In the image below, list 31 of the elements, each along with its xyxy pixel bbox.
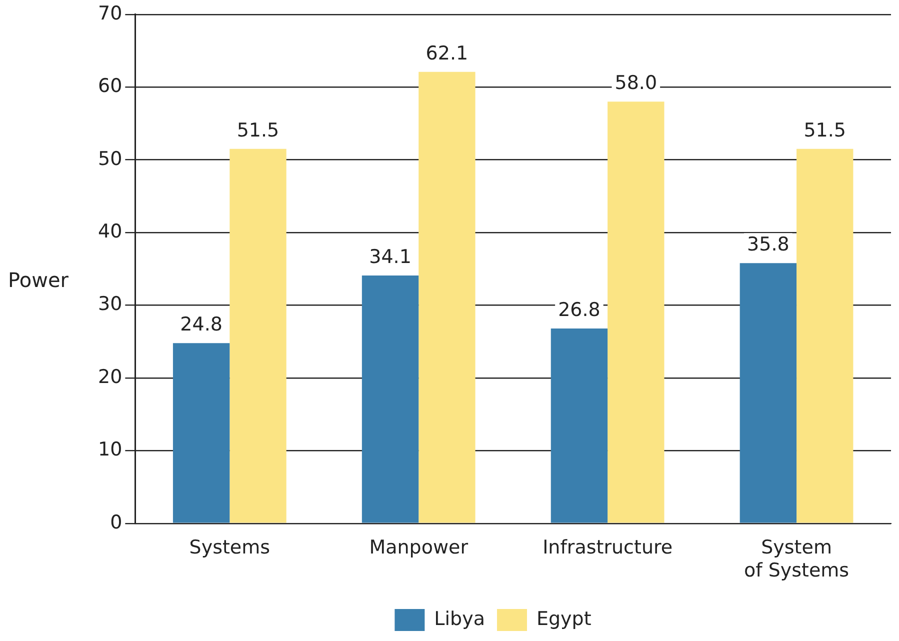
y-tick-label: 30 [98, 293, 122, 316]
y-tick-label: 60 [98, 75, 122, 98]
y-axis-title: Power [8, 268, 68, 292]
x-tick-label: Manpower [369, 536, 468, 559]
data-label: 34.1 [369, 246, 412, 268]
data-label: 51.5 [804, 119, 846, 142]
data-label: 58.0 [614, 72, 658, 94]
bar [740, 263, 797, 523]
y-tick-label: 40 [98, 220, 122, 242]
legend-label: Egypt [536, 608, 592, 630]
x-tick-label: Infrastructure [542, 536, 673, 559]
y-tick-label: 50 [98, 148, 122, 170]
y-tick-label: 0 [110, 511, 122, 534]
bar [362, 275, 419, 523]
legend-label: Libya [434, 608, 485, 630]
data-label: 62.1 [426, 42, 468, 64]
x-tick-label: System of Systems [744, 536, 850, 582]
bar [172, 343, 230, 523]
data-label: 26.8 [558, 298, 600, 321]
x-tick-label: Systems [189, 536, 270, 559]
data-label: 51.5 [236, 119, 280, 142]
bar [608, 102, 664, 523]
y-tick-label: 70 [98, 2, 122, 24]
bar [418, 72, 476, 523]
data-label: 35.8 [747, 234, 790, 256]
bar [796, 148, 854, 523]
bar [230, 148, 286, 523]
y-tick-label: 20 [98, 366, 122, 388]
data-label: 24.8 [180, 314, 222, 336]
bar [550, 328, 608, 523]
y-tick-label: 10 [98, 438, 122, 461]
